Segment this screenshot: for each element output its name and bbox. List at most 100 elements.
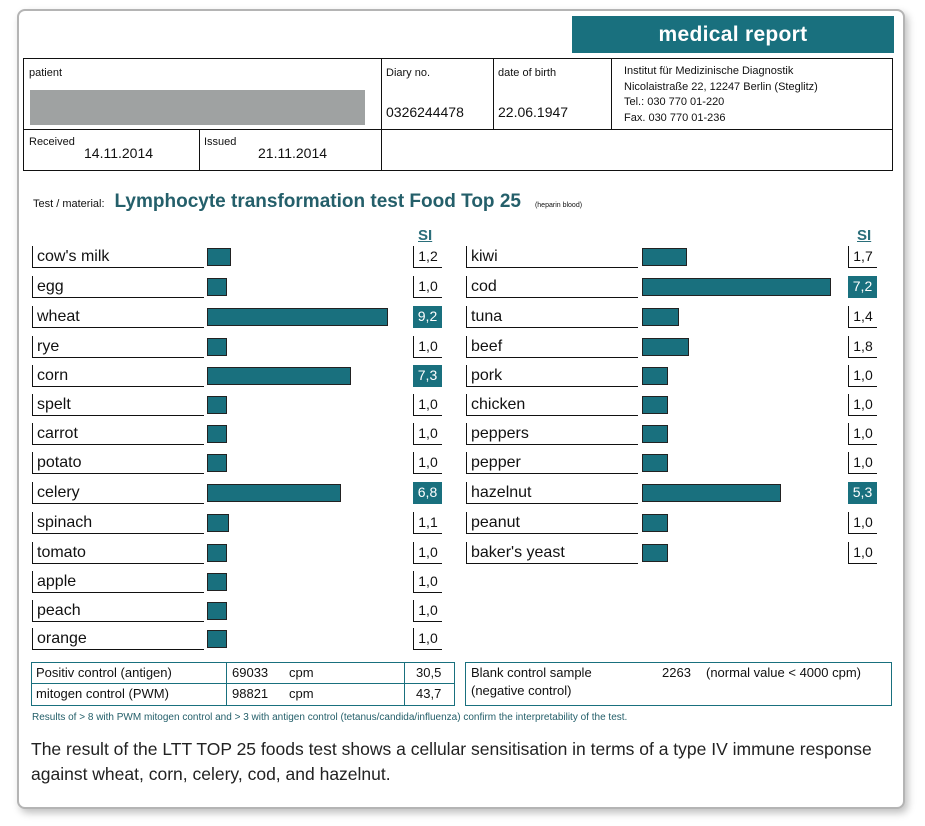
- positive-control-label: Positiv control (antigen): [36, 665, 172, 680]
- si-bar: [207, 278, 227, 296]
- si-value: 7,3: [413, 365, 442, 387]
- si-bar: [207, 425, 227, 443]
- food-label: potato: [32, 452, 204, 474]
- si-bar: [642, 425, 668, 443]
- food-label: apple: [32, 571, 204, 593]
- food-label: tuna: [466, 306, 638, 328]
- mitogen-control-unit: cpm: [289, 686, 314, 701]
- food-label: egg: [32, 276, 204, 298]
- si-bar: [207, 367, 351, 385]
- mitogen-control-si: 43,7: [416, 686, 442, 701]
- food-label: corn: [32, 365, 204, 387]
- si-header-left: SI: [418, 227, 433, 244]
- si-bar: [642, 544, 668, 562]
- issued-date: 21.11.2014: [258, 145, 328, 161]
- si-bar: [642, 396, 668, 414]
- si-value: 6,8: [413, 482, 442, 504]
- si-bar: [642, 248, 687, 266]
- blank-control-label: Blank control sample: [471, 665, 592, 680]
- si-bar: [207, 573, 227, 591]
- food-label: spelt: [32, 394, 204, 416]
- si-value: 1,0: [848, 452, 877, 474]
- test-material: (heparin blood): [534, 202, 583, 209]
- mitogen-control-cpm: 98821: [232, 686, 269, 701]
- si-value: 1,1: [413, 512, 442, 534]
- si-bar: [642, 278, 831, 296]
- report-card: [17, 9, 905, 809]
- food-label: chicken: [466, 394, 638, 416]
- food-label: baker's yeast: [466, 542, 638, 564]
- food-label: tomato: [32, 542, 204, 564]
- si-bar: [642, 308, 679, 326]
- si-value: 1,0: [848, 365, 877, 387]
- food-label: spinach: [32, 512, 204, 534]
- received-label: Received: [29, 136, 75, 148]
- diary-label: Diary no.: [386, 67, 431, 79]
- si-value: 1,0: [413, 600, 442, 622]
- si-bar: [207, 484, 341, 502]
- patient-name-redacted: [30, 90, 365, 125]
- si-value: 9,2: [413, 306, 442, 328]
- date-of-birth: 22.06.1947: [498, 104, 569, 120]
- food-label: kiwi: [466, 246, 638, 268]
- dob-label: date of birth: [498, 67, 557, 79]
- si-value: 1,0: [413, 423, 442, 445]
- food-label: peanut: [466, 512, 638, 534]
- food-label: cod: [466, 276, 638, 298]
- test-label: Test / material:: [33, 198, 105, 210]
- si-value: 1,0: [413, 452, 442, 474]
- food-label: beef: [466, 336, 638, 358]
- si-bar: [207, 396, 227, 414]
- si-value: 1,0: [413, 628, 442, 650]
- si-bar: [642, 454, 668, 472]
- patient-label: patient: [29, 67, 63, 79]
- si-bar: [207, 308, 388, 326]
- food-label: celery: [32, 482, 204, 504]
- negative-control-label: (negative control): [471, 683, 572, 698]
- food-label: hazelnut: [466, 482, 638, 504]
- si-header-right: SI: [857, 227, 872, 244]
- food-label: pork: [466, 365, 638, 387]
- si-value: 1,0: [848, 394, 877, 416]
- report-header-table: patient Diary no. 0326244478 date of bir…: [23, 58, 893, 171]
- received-date: 14.11.2014: [84, 145, 154, 161]
- food-label: carrot: [32, 423, 204, 445]
- si-value: 7,2: [848, 276, 877, 298]
- si-value: 1,7: [848, 246, 877, 268]
- si-value: 1,0: [413, 336, 442, 358]
- si-value: 1,2: [413, 246, 442, 268]
- si-bar: [642, 484, 781, 502]
- food-label: peppers: [466, 423, 638, 445]
- result-summary: The result of the LTT TOP 25 foods test …: [31, 739, 872, 784]
- blank-control-value: 2263: [662, 665, 691, 680]
- si-value: 1,4: [848, 306, 877, 328]
- interpretation-note: Results of > 8 with PWM mitogen control …: [32, 712, 628, 723]
- mitogen-control-label: mitogen control (PWM): [36, 686, 169, 701]
- issued-label: Issued: [204, 136, 237, 148]
- diary-number: 0326244478: [386, 104, 464, 120]
- si-bar: [207, 630, 227, 648]
- positive-controls-box: Positiv control (antigen) 69033 cpm 30,5…: [31, 662, 455, 706]
- si-value: 1,0: [413, 394, 442, 416]
- si-bar: [207, 544, 227, 562]
- blank-normal-value: (normal value < 4000 cpm): [706, 665, 861, 680]
- si-bar: [207, 338, 227, 356]
- report-title: medical report: [572, 16, 894, 53]
- food-label: rye: [32, 336, 204, 358]
- si-value: 1,0: [413, 542, 442, 564]
- institute-address: Institut für Medizinische Diagnostik Nic…: [624, 65, 818, 124]
- food-label: peach: [32, 600, 204, 622]
- si-value: 1,0: [848, 423, 877, 445]
- test-title: Lymphocyte transformation test Food Top …: [114, 191, 521, 212]
- si-bar: [207, 454, 227, 472]
- si-bar: [642, 514, 668, 532]
- positive-control-unit: cpm: [289, 665, 314, 680]
- si-bar: [207, 602, 227, 620]
- food-label: wheat: [32, 306, 204, 328]
- si-bar: [207, 248, 231, 266]
- si-bar: [207, 514, 229, 532]
- si-bar: [642, 367, 668, 385]
- positive-control-cpm: 69033: [232, 665, 269, 680]
- food-label: orange: [32, 628, 204, 650]
- si-value: 1,0: [413, 276, 442, 298]
